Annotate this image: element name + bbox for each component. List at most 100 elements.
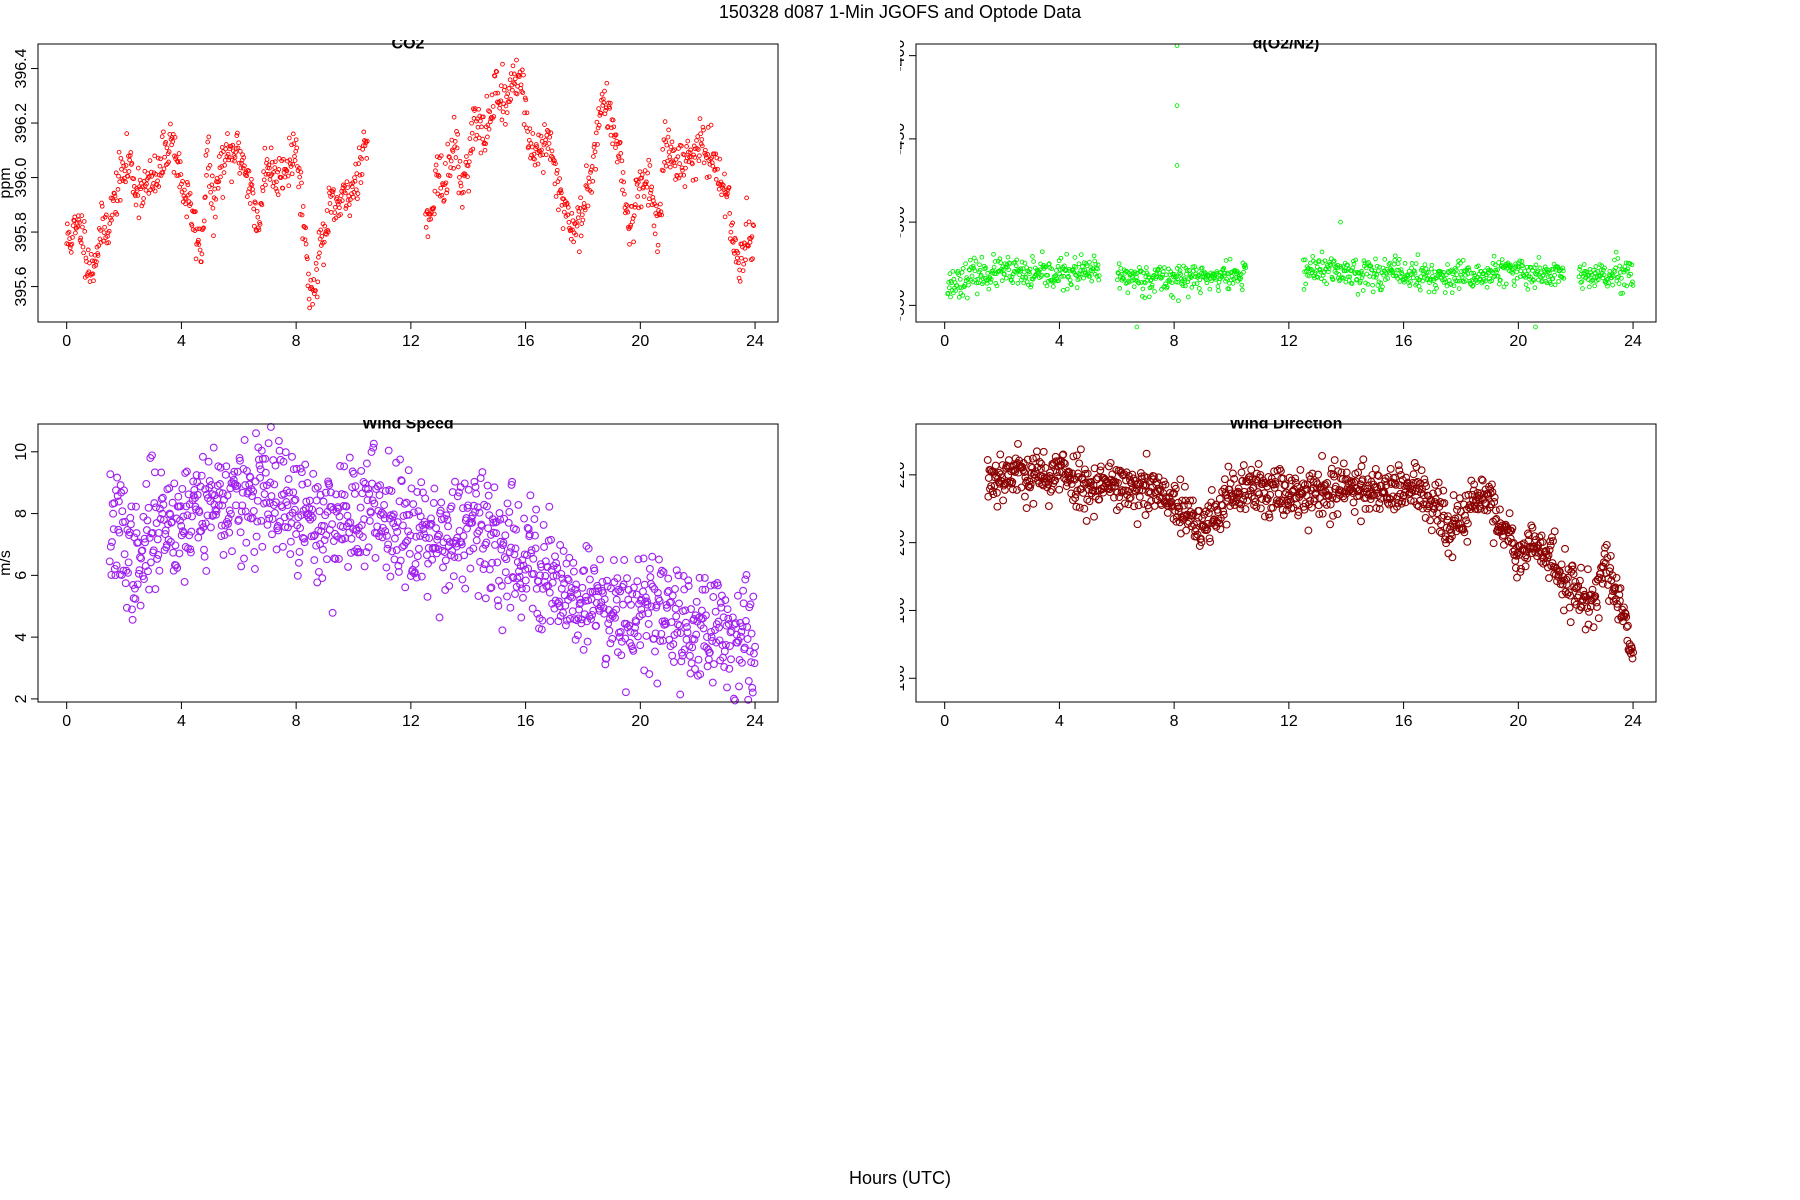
x-tick-label: 24 bbox=[1624, 333, 1642, 350]
data-point bbox=[1249, 483, 1258, 492]
data-point bbox=[273, 522, 282, 530]
data-point bbox=[234, 133, 240, 138]
data-point bbox=[1061, 273, 1067, 279]
data-point bbox=[338, 523, 347, 531]
data-point bbox=[1583, 565, 1592, 574]
data-point bbox=[209, 443, 218, 452]
data-point bbox=[485, 122, 491, 128]
data-point bbox=[1464, 490, 1473, 499]
data-point bbox=[749, 234, 755, 240]
data-point bbox=[1326, 269, 1331, 275]
data-points bbox=[983, 439, 1638, 663]
data-point bbox=[956, 294, 962, 300]
x-tick-label: 4 bbox=[1055, 333, 1064, 350]
data-point bbox=[630, 216, 636, 221]
data-point bbox=[300, 204, 306, 209]
data-point bbox=[1226, 479, 1235, 488]
data-point bbox=[1499, 540, 1508, 549]
data-point bbox=[318, 545, 327, 554]
data-point bbox=[200, 226, 206, 231]
data-point bbox=[118, 155, 124, 161]
data-point bbox=[258, 454, 267, 463]
data-point bbox=[566, 219, 572, 225]
data-point bbox=[154, 551, 163, 559]
data-point bbox=[1427, 526, 1436, 535]
data-point bbox=[455, 131, 460, 137]
data-point bbox=[621, 191, 627, 197]
data-point bbox=[1347, 274, 1353, 280]
data-point bbox=[483, 502, 491, 511]
data-point bbox=[216, 463, 225, 472]
data-point bbox=[530, 131, 536, 136]
data-point bbox=[658, 201, 663, 207]
data-point bbox=[1358, 279, 1363, 284]
data-point bbox=[188, 496, 197, 505]
data-point bbox=[147, 158, 153, 163]
data-point bbox=[308, 505, 317, 514]
data-point bbox=[270, 509, 279, 517]
data-point bbox=[204, 457, 213, 466]
data-point bbox=[730, 220, 735, 226]
data-point bbox=[1420, 278, 1425, 284]
data-point bbox=[1374, 263, 1380, 269]
data-point bbox=[179, 181, 184, 187]
data-point bbox=[720, 182, 726, 188]
data-point bbox=[643, 597, 651, 606]
data-point bbox=[479, 544, 487, 553]
data-point bbox=[1058, 255, 1064, 261]
data-point bbox=[499, 538, 508, 547]
data-point bbox=[1609, 272, 1615, 278]
data-point bbox=[325, 481, 334, 490]
data-point bbox=[245, 167, 251, 173]
data-point bbox=[402, 498, 411, 507]
data-point bbox=[1248, 475, 1257, 484]
data-point bbox=[1433, 283, 1438, 288]
data-point bbox=[518, 82, 524, 88]
data-point bbox=[143, 516, 152, 525]
data-point bbox=[1422, 262, 1428, 267]
data-point bbox=[94, 259, 99, 265]
data-point bbox=[218, 174, 223, 180]
data-point bbox=[1265, 513, 1274, 522]
data-point bbox=[1375, 505, 1384, 513]
data-point bbox=[439, 563, 447, 572]
data-point bbox=[718, 182, 723, 187]
data-point bbox=[1076, 261, 1082, 267]
data-point bbox=[441, 586, 450, 594]
data-point bbox=[286, 183, 292, 189]
data-point bbox=[332, 204, 338, 210]
data-point bbox=[681, 152, 687, 158]
data-point bbox=[1589, 272, 1595, 278]
data-point bbox=[1294, 511, 1303, 520]
data-point bbox=[1429, 262, 1435, 268]
data-point bbox=[647, 602, 656, 611]
data-point bbox=[212, 510, 220, 519]
data-point bbox=[512, 76, 518, 82]
data-point bbox=[1470, 480, 1479, 489]
data-point bbox=[285, 488, 294, 497]
data-point bbox=[1566, 618, 1575, 627]
data-point bbox=[163, 162, 169, 168]
data-point bbox=[1170, 295, 1176, 300]
data-point bbox=[126, 169, 132, 174]
data-point bbox=[1251, 498, 1260, 506]
data-point bbox=[109, 509, 118, 518]
data-point bbox=[240, 436, 249, 444]
data-point bbox=[479, 124, 484, 130]
data-point bbox=[106, 240, 111, 245]
data-point bbox=[1197, 538, 1206, 547]
data-point bbox=[295, 547, 304, 556]
data-point bbox=[1394, 273, 1399, 279]
data-point bbox=[455, 164, 461, 170]
data-point bbox=[161, 129, 166, 135]
data-point bbox=[525, 129, 530, 134]
data-point bbox=[1555, 264, 1561, 270]
data-point bbox=[640, 580, 649, 589]
data-point bbox=[241, 481, 250, 490]
data-point bbox=[714, 155, 720, 161]
figure-xlabel: Hours (UTC) bbox=[849, 1168, 951, 1188]
data-point bbox=[589, 190, 594, 195]
data-point bbox=[429, 499, 438, 507]
data-point bbox=[1190, 264, 1196, 270]
